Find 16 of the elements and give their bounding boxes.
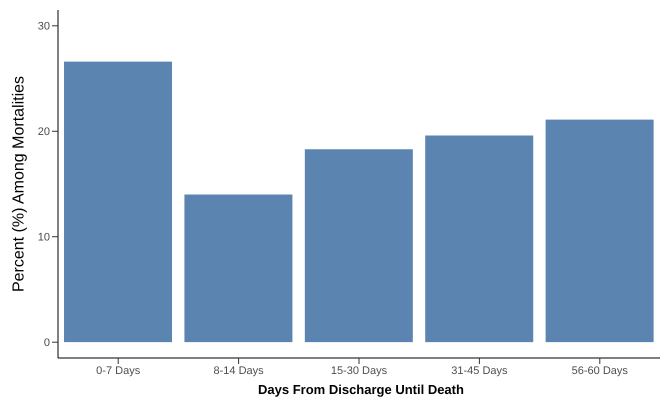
- y-axis-title: Percent (%) Among Mortalities: [10, 76, 28, 292]
- x-tick-label: 56-60 Days: [572, 364, 628, 377]
- y-tick-label: 20: [38, 126, 50, 138]
- bar: [184, 194, 292, 342]
- bar: [64, 62, 172, 342]
- bar: [546, 120, 654, 342]
- y-tick-label: 30: [38, 20, 50, 33]
- y-tick-label: 10: [38, 232, 50, 244]
- x-tick-label: 31-45 Days: [451, 364, 508, 377]
- x-tick-label: 0-7 Days: [96, 364, 141, 377]
- bar: [425, 135, 534, 342]
- x-tick-label: 8-14 Days: [214, 364, 264, 377]
- bar: [304, 149, 413, 342]
- x-axis-title: Days From Discharge Until Death: [258, 382, 464, 397]
- x-tick-label: 15-30 Days: [330, 364, 388, 377]
- y-tick-label: 0: [44, 337, 50, 350]
